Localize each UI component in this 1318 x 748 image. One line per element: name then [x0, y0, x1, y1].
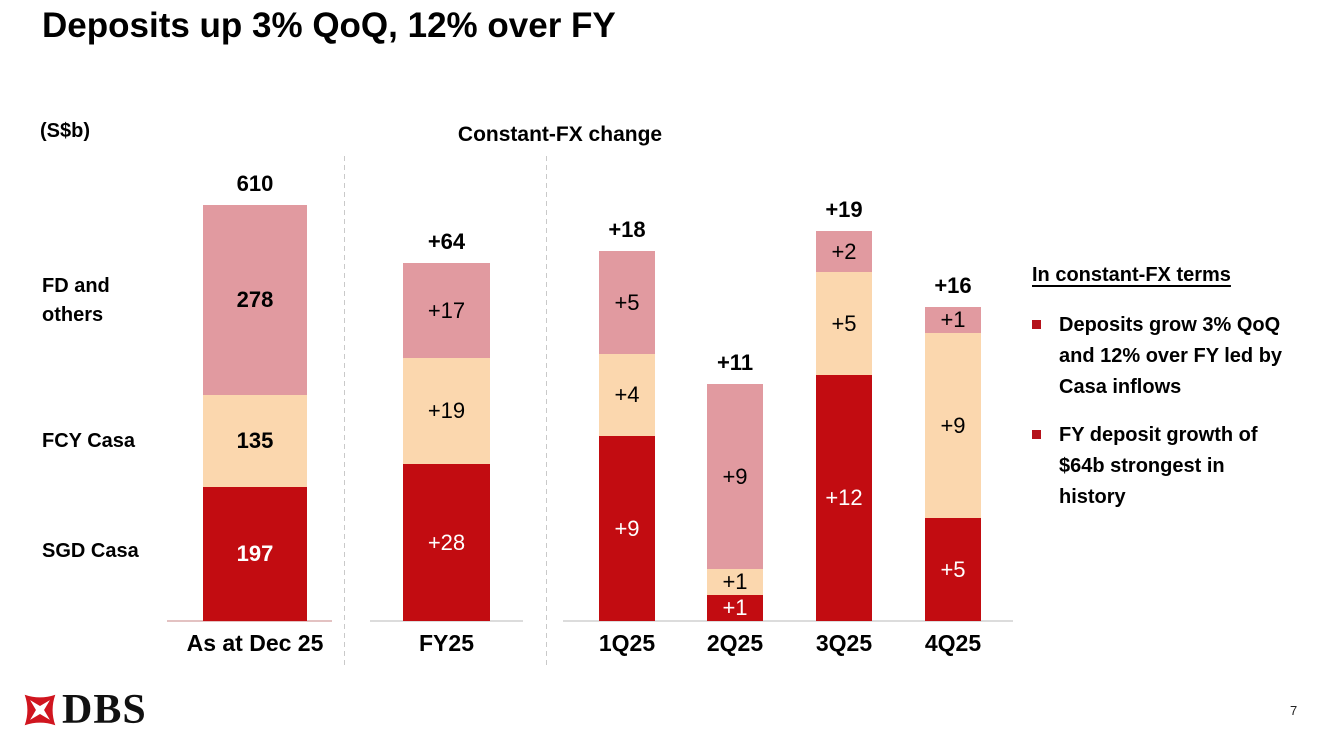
page-number: 7 [1290, 703, 1298, 718]
bar-segment-sgd-casa: +5 [925, 518, 981, 621]
bullet-square-icon [1032, 320, 1041, 329]
dbs-logo-text: DBS [62, 687, 147, 733]
constant-fx-header: Constant-FX change [457, 123, 663, 146]
units-label: (S$b) [40, 120, 90, 142]
bar-total-label: +64 [427, 229, 466, 254]
bullet-text: Deposits grow 3% QoQ and 12% over FY led… [1059, 314, 1283, 398]
x-axis-label: 4Q25 [924, 630, 982, 656]
bar-group-fy25: +17 +19 +28 [403, 263, 490, 621]
divider-dashed-line [344, 156, 345, 668]
commentary-bullet-list: Deposits grow 3% QoQ and 12% over FY led… [1032, 310, 1308, 513]
bar-segment-sgd-casa: +12 [816, 375, 872, 621]
bar-segment-fd-and-others: +17 [403, 263, 490, 358]
x-axis-label: FY25 [419, 630, 474, 656]
commentary-bullet: FY deposit growth of $64b strongest in h… [1032, 420, 1308, 513]
bullet-square-icon [1032, 430, 1041, 439]
bar-segment-sgd-casa: +28 [403, 464, 490, 621]
bar-total-label: +18 [608, 217, 646, 242]
x-axis-label: As at Dec 25 [186, 630, 324, 656]
bar-group-3q25: +2 +5 +12 [816, 231, 872, 621]
page-title: Deposits up 3% QoQ, 12% over FY [42, 6, 616, 45]
bar-segment-fd-and-others: +1 [925, 307, 981, 333]
bar-segment-fcy-casa: 135 [203, 395, 307, 487]
bar-segment-fcy-casa: +5 [816, 272, 872, 375]
series-label-fcy-casa: FCY Casa [42, 430, 136, 452]
dbs-logo: DBS [22, 687, 147, 733]
commentary-bullet: Deposits grow 3% QoQ and 12% over FY led… [1032, 310, 1308, 403]
bar-segment-sgd-casa: 197 [203, 487, 307, 621]
x-axis-label: 2Q25 [706, 630, 764, 656]
series-label-sgd-casa: SGD Casa [42, 540, 139, 562]
bar-segment-sgd-casa: +1 [707, 595, 763, 621]
bar-segment-fcy-casa: +9 [925, 333, 981, 518]
bar-segment-fcy-casa: +19 [403, 358, 490, 464]
bar-total-label: +19 [825, 197, 863, 222]
bar-total-label: +11 [716, 350, 754, 375]
axis-baseline-dec25 [167, 620, 332, 622]
commentary-panel: In constant-FX terms Deposits grow 3% Qo… [1032, 264, 1308, 530]
bar-segment-fcy-casa: +4 [599, 354, 655, 436]
x-axis-label: 1Q25 [598, 630, 656, 656]
bar-segment-sgd-casa: +9 [599, 436, 655, 621]
bar-group-as-at-dec-25: 278 135 197 [203, 205, 307, 621]
bar-total-label: +16 [934, 273, 972, 298]
bar-segment-fd-and-others: +2 [816, 231, 872, 272]
axis-baseline-fy25 [370, 620, 523, 622]
bar-segment-fd-and-others: +5 [599, 251, 655, 354]
bar-group-4q25: +1 +9 +5 [925, 307, 981, 621]
axis-baseline-quarters [563, 620, 1013, 622]
bar-segment-fcy-casa: +1 [707, 569, 763, 595]
commentary-heading: In constant-FX terms [1032, 264, 1231, 286]
bar-total-label: 610 [236, 171, 274, 196]
bar-segment-fd-and-others: 278 [203, 205, 307, 395]
bar-segment-fd-and-others: +9 [707, 384, 763, 569]
series-label-fd-and-others: FD and others [42, 275, 110, 326]
bullet-text: FY deposit growth of $64b strongest in h… [1059, 424, 1258, 508]
dbs-logo-mark-icon [24, 694, 56, 726]
bar-group-1q25: +5 +4 +9 [599, 251, 655, 621]
x-axis-label: 3Q25 [815, 630, 873, 656]
bar-group-2q25: +9 +1 +1 [707, 384, 763, 621]
divider-dashed-line [546, 156, 547, 668]
